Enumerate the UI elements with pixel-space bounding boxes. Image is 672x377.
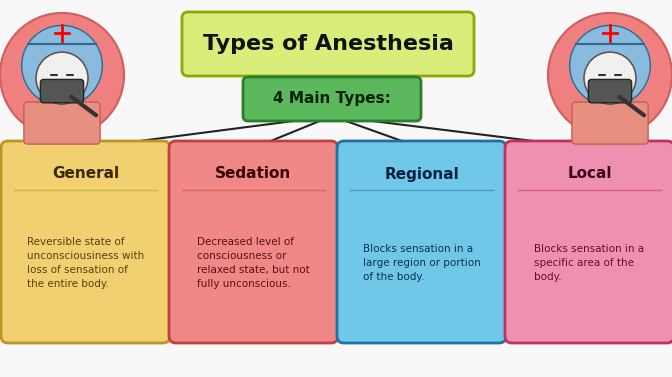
FancyBboxPatch shape [589,80,632,103]
Text: Types of Anesthesia: Types of Anesthesia [202,34,454,54]
Circle shape [570,25,650,106]
Text: Reversible state of
unconsciousiness with
loss of sensation of
the entire body.: Reversible state of unconsciousiness wit… [27,237,144,289]
Text: Blocks sensation in a
large region or portion
of the body.: Blocks sensation in a large region or po… [363,244,480,282]
Circle shape [36,52,88,104]
FancyBboxPatch shape [243,77,421,121]
Circle shape [22,25,102,106]
FancyBboxPatch shape [182,12,474,76]
FancyBboxPatch shape [572,102,648,144]
FancyBboxPatch shape [337,141,506,343]
FancyBboxPatch shape [24,102,100,144]
FancyBboxPatch shape [169,141,338,343]
FancyBboxPatch shape [40,80,83,103]
FancyBboxPatch shape [505,141,672,343]
Text: Regional: Regional [384,167,459,181]
Text: Sedation: Sedation [215,167,292,181]
FancyBboxPatch shape [1,141,170,343]
Text: 4 Main Types:: 4 Main Types: [273,92,391,106]
Text: General: General [52,167,119,181]
Circle shape [0,13,124,137]
Text: Blocks sensation in a
specific area of the
body.: Blocks sensation in a specific area of t… [534,244,644,282]
Circle shape [548,13,672,137]
Text: Local: Local [567,167,612,181]
Text: Decreased level of
consciousness or
relaxed state, but not
fully unconscious.: Decreased level of consciousness or rela… [197,237,310,289]
Circle shape [584,52,636,104]
